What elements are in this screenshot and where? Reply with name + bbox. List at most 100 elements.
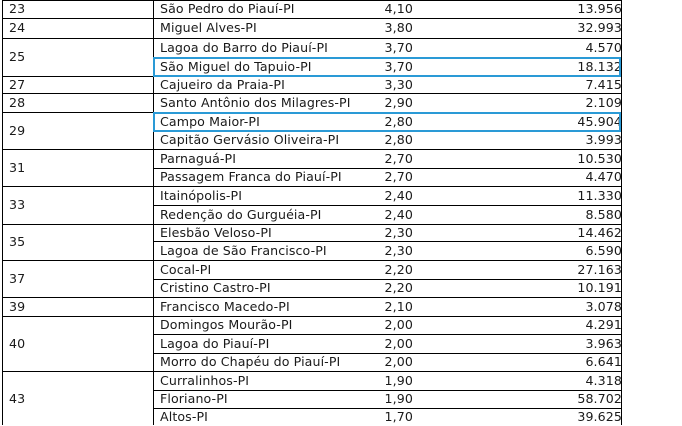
population-value: 18.132 <box>577 58 622 74</box>
column-divider <box>621 0 622 425</box>
rank-cell: 31 <box>9 159 26 175</box>
score-value: 3,30 <box>384 76 413 92</box>
city-name: Cocal-PI <box>160 261 212 277</box>
city-name: Capitão Gervásio Oliveira-PI <box>160 132 340 147</box>
row-divider <box>2 371 621 372</box>
score-value: 2,80 <box>384 113 413 129</box>
score-value: 1,90 <box>384 372 413 388</box>
population-value: 10.530 <box>577 150 622 166</box>
score-value: 3,70 <box>384 58 413 74</box>
rank-cell: 40 <box>9 335 26 351</box>
city-name: Francisco Macedo-PI <box>160 298 290 314</box>
score-value: 2,10 <box>384 298 413 314</box>
highlight-box <box>153 57 621 77</box>
city-name: Miguel Alves-PI <box>160 20 257 35</box>
city-name: São Miguel do Tapuio-PI <box>160 58 312 74</box>
city-name: Cajueiro da Praia-PI <box>160 76 285 92</box>
row-divider <box>153 205 621 206</box>
population-value: 7.415 <box>585 76 622 92</box>
city-name: Passagem Franca do Piauí-PI <box>160 169 342 184</box>
city-name: Redenção do Gurguéia-PI <box>160 206 322 222</box>
population-value: 58.702 <box>577 391 622 406</box>
population-value: 6.590 <box>585 242 622 258</box>
row-divider <box>2 38 621 39</box>
score-value: 2,30 <box>384 224 413 240</box>
city-name: Morro do Chapéu do Piauí-PI <box>160 354 341 369</box>
row-divider <box>2 18 621 19</box>
score-value: 2,80 <box>384 132 413 147</box>
population-value: 10.191 <box>577 280 622 295</box>
population-value: 32.993 <box>577 20 622 35</box>
score-value: 2,20 <box>384 261 413 277</box>
rank-cell: 39 <box>9 298 26 314</box>
row-divider <box>153 279 621 280</box>
population-value: 14.462 <box>577 224 622 240</box>
score-value: 2,00 <box>384 335 413 351</box>
score-value: 2,00 <box>384 317 413 332</box>
city-name: Campo Maior-PI <box>160 113 260 129</box>
column-divider <box>153 0 154 425</box>
city-name: Parnaguá-PI <box>160 150 237 166</box>
city-name: Altos-PI <box>160 409 208 424</box>
rank-cell: 33 <box>9 197 26 212</box>
row-divider <box>2 260 621 261</box>
city-name: Lagoa do Piauí-PI <box>160 335 270 351</box>
score-value: 2,40 <box>384 187 413 203</box>
rank-cell: 23 <box>9 1 26 16</box>
score-value: 2,70 <box>384 169 413 184</box>
city-name: Domingos Mourão-PI <box>160 317 293 332</box>
row-divider <box>2 224 621 225</box>
city-name: São Pedro do Piauí-PI <box>160 1 295 16</box>
rank-cell: 43 <box>9 390 26 406</box>
rank-cell: 24 <box>9 20 26 35</box>
row-divider <box>153 390 621 391</box>
row-divider <box>2 0 621 1</box>
population-value: 6.641 <box>585 354 622 369</box>
city-name: Lagoa do Barro do Piauí-PI <box>160 39 328 55</box>
row-divider <box>2 186 621 187</box>
row-divider <box>153 241 621 242</box>
city-name: Itainópolis-PI <box>160 187 243 203</box>
population-value: 2.109 <box>585 94 622 110</box>
population-value: 3.993 <box>585 132 622 147</box>
score-value: 2,20 <box>384 280 413 295</box>
row-divider <box>153 353 621 354</box>
score-value: 1,70 <box>384 409 413 424</box>
population-value: 4.570 <box>585 39 622 55</box>
population-value: 13.956 <box>577 1 622 16</box>
row-divider <box>153 168 621 169</box>
rank-cell: 29 <box>9 122 26 138</box>
population-value: 4.291 <box>585 317 622 332</box>
score-value: 3,70 <box>384 39 413 55</box>
rank-cell: 27 <box>9 76 26 92</box>
score-value: 2,00 <box>384 354 413 369</box>
population-value: 3.078 <box>585 298 622 314</box>
score-value: 2,40 <box>384 206 413 222</box>
population-value: 45.904 <box>577 113 622 129</box>
population-value: 11.330 <box>577 187 622 203</box>
row-divider <box>2 149 621 150</box>
city-name: Floriano-PI <box>160 391 228 406</box>
population-value: 4.318 <box>585 372 622 388</box>
row-divider <box>153 334 621 335</box>
score-value: 2,90 <box>384 94 413 110</box>
score-value: 2,70 <box>384 150 413 166</box>
rank-cell: 28 <box>9 94 26 110</box>
population-value: 3.963 <box>585 335 622 351</box>
row-divider <box>153 408 621 409</box>
city-name: Curralinhos-PI <box>160 372 250 388</box>
population-value: 27.163 <box>577 261 622 277</box>
score-value: 4,10 <box>384 1 413 16</box>
row-divider <box>2 93 621 94</box>
population-value: 39.625 <box>577 409 622 424</box>
rank-cell: 25 <box>9 49 26 64</box>
score-value: 1,90 <box>384 391 413 406</box>
row-divider <box>2 297 621 298</box>
city-name: Elesbão Veloso-PI <box>160 224 272 240</box>
population-value: 8.580 <box>585 206 622 222</box>
column-divider <box>2 0 3 425</box>
city-name: Cristino Castro-PI <box>160 280 271 295</box>
rank-cell: 35 <box>9 234 26 249</box>
highlight-box <box>153 112 621 132</box>
